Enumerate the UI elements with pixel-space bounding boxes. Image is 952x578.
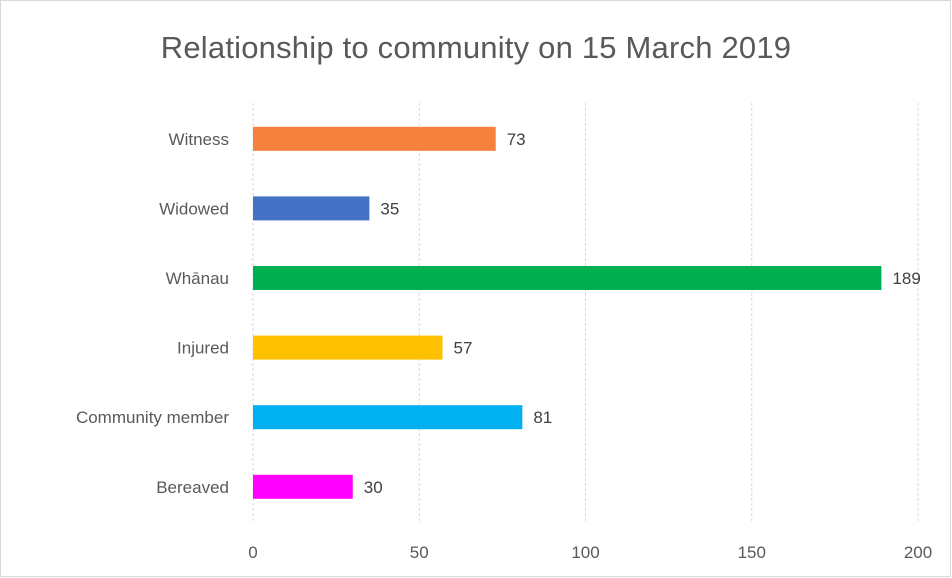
category-label-community-member: Community member [76,408,229,427]
data-label-bereaved: 30 [364,478,383,497]
category-label-witness: Witness [169,130,229,149]
category-label-bereaved: Bereaved [156,478,229,497]
x-tick-label-150: 150 [738,543,766,562]
bar-witness [253,126,496,151]
data-label-witness: 73 [507,130,526,149]
data-label-community-member: 81 [533,408,552,427]
data-label-widowed: 35 [380,199,399,218]
bar-injured [253,335,443,360]
data-label-injured: 57 [454,339,473,358]
x-tick-label-100: 100 [571,543,599,562]
bar-bereaved [253,474,353,499]
category-label-injured: Injured [177,339,229,358]
category-label-widowed: Widowed [159,199,229,218]
bar-community-member [253,405,523,430]
x-tick-label-50: 50 [410,543,429,562]
chart-title: Relationship to community on 15 March 20… [160,30,792,65]
data-label-wh-nau: 189 [892,269,920,288]
bar-widowed [253,196,370,221]
x-tick-label-200: 200 [904,543,932,562]
x-tick-label-0: 0 [248,543,257,562]
category-label-wh-nau: Whānau [166,269,229,288]
bar-wh-nau [253,266,882,290]
